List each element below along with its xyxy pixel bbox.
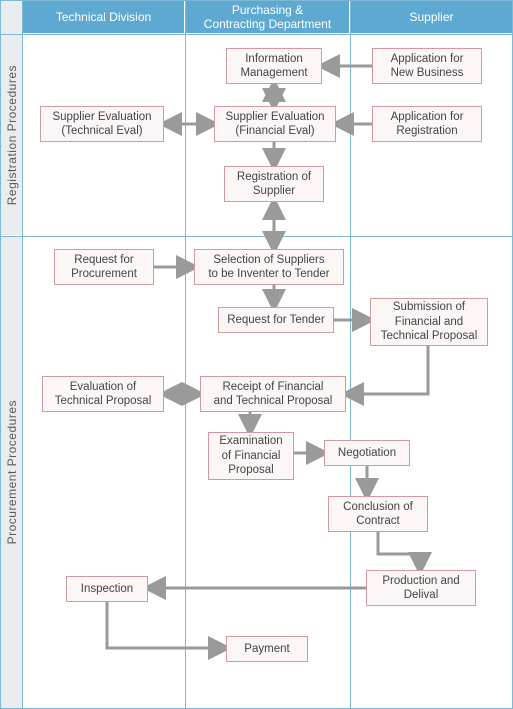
flow-node-req-proc: Request forProcurement (54, 249, 154, 285)
flow-node-payment: Payment (226, 636, 308, 662)
flow-node-label: Production andDelival (382, 574, 459, 603)
row-header-label: Procurement Procedures (5, 400, 19, 544)
flow-node-label: Inspection (81, 582, 133, 596)
flow-arrow (107, 602, 226, 648)
flow-node-app-reg: Application forRegistration (372, 106, 482, 142)
column-header-label: Purchasing &Contracting Department (204, 3, 331, 32)
flow-node-exam-fin: Examinationof FinancialProposal (208, 432, 294, 480)
flow-node-label: Request for Tender (227, 313, 325, 327)
flow-node-sub-proposal: Submission ofFinancial andTechnical Prop… (370, 298, 488, 346)
flow-node-label: Application forNew Business (391, 52, 464, 81)
column-header: Technical Division (23, 1, 184, 33)
flow-node-label: Application forRegistration (391, 110, 464, 139)
flow-node-reg-supplier: Registration ofSupplier (224, 166, 324, 202)
flow-node-label: Conclusion ofContract (343, 500, 413, 529)
flow-node-inspection: Inspection (66, 576, 148, 602)
flow-node-label: Selection of Suppliersto be Inventer to … (208, 253, 329, 282)
flow-node-label: Receipt of Financialand Technical Propos… (214, 380, 333, 409)
flow-node-label: Supplier Evaluation(Financial Eval) (225, 110, 324, 139)
column-header-label: Technical Division (56, 10, 151, 24)
flow-node-label: Evaluation ofTechnical Proposal (55, 380, 152, 409)
flow-node-conclusion: Conclusion ofContract (328, 496, 428, 532)
flow-node-app-new-biz: Application forNew Business (372, 48, 482, 84)
flow-node-info-mgmt: InformationManagement (226, 48, 322, 84)
flow-node-label: Supplier Evaluation(Technical Eval) (52, 110, 151, 139)
flow-node-label: Payment (244, 642, 289, 656)
flow-node-negotiation: Negotiation (324, 440, 410, 466)
flow-node-label: Negotiation (338, 446, 396, 460)
column-header-label: Supplier (409, 10, 453, 24)
flow-node-prod-deliv: Production andDelival (366, 570, 476, 606)
row-header: Procurement Procedures (1, 237, 22, 708)
flow-node-label: InformationManagement (240, 52, 307, 81)
flow-node-sel-suppliers: Selection of Suppliersto be Inventer to … (194, 249, 344, 285)
flow-arrow (346, 346, 428, 394)
flow-node-receipt-prop: Receipt of Financialand Technical Propos… (200, 376, 346, 412)
flow-node-req-tender: Request for Tender (218, 307, 334, 333)
flow-arrow (378, 532, 420, 570)
row-header: Registration Procedures (1, 35, 22, 235)
flow-node-sup-eval-fin: Supplier Evaluation(Financial Eval) (214, 106, 336, 142)
column-header: Supplier (351, 1, 512, 33)
flow-node-label: Request forProcurement (71, 253, 137, 282)
column-header: Purchasing &Contracting Department (186, 1, 349, 33)
flow-node-label: Examinationof FinancialProposal (219, 434, 282, 477)
flow-node-eval-tech-prop: Evaluation ofTechnical Proposal (42, 376, 164, 412)
flow-node-label: Submission ofFinancial andTechnical Prop… (381, 300, 478, 343)
flow-node-label: Registration ofSupplier (237, 170, 311, 199)
flow-node-sup-eval-tech: Supplier Evaluation(Technical Eval) (40, 106, 164, 142)
row-header-label: Registration Procedures (5, 65, 19, 205)
